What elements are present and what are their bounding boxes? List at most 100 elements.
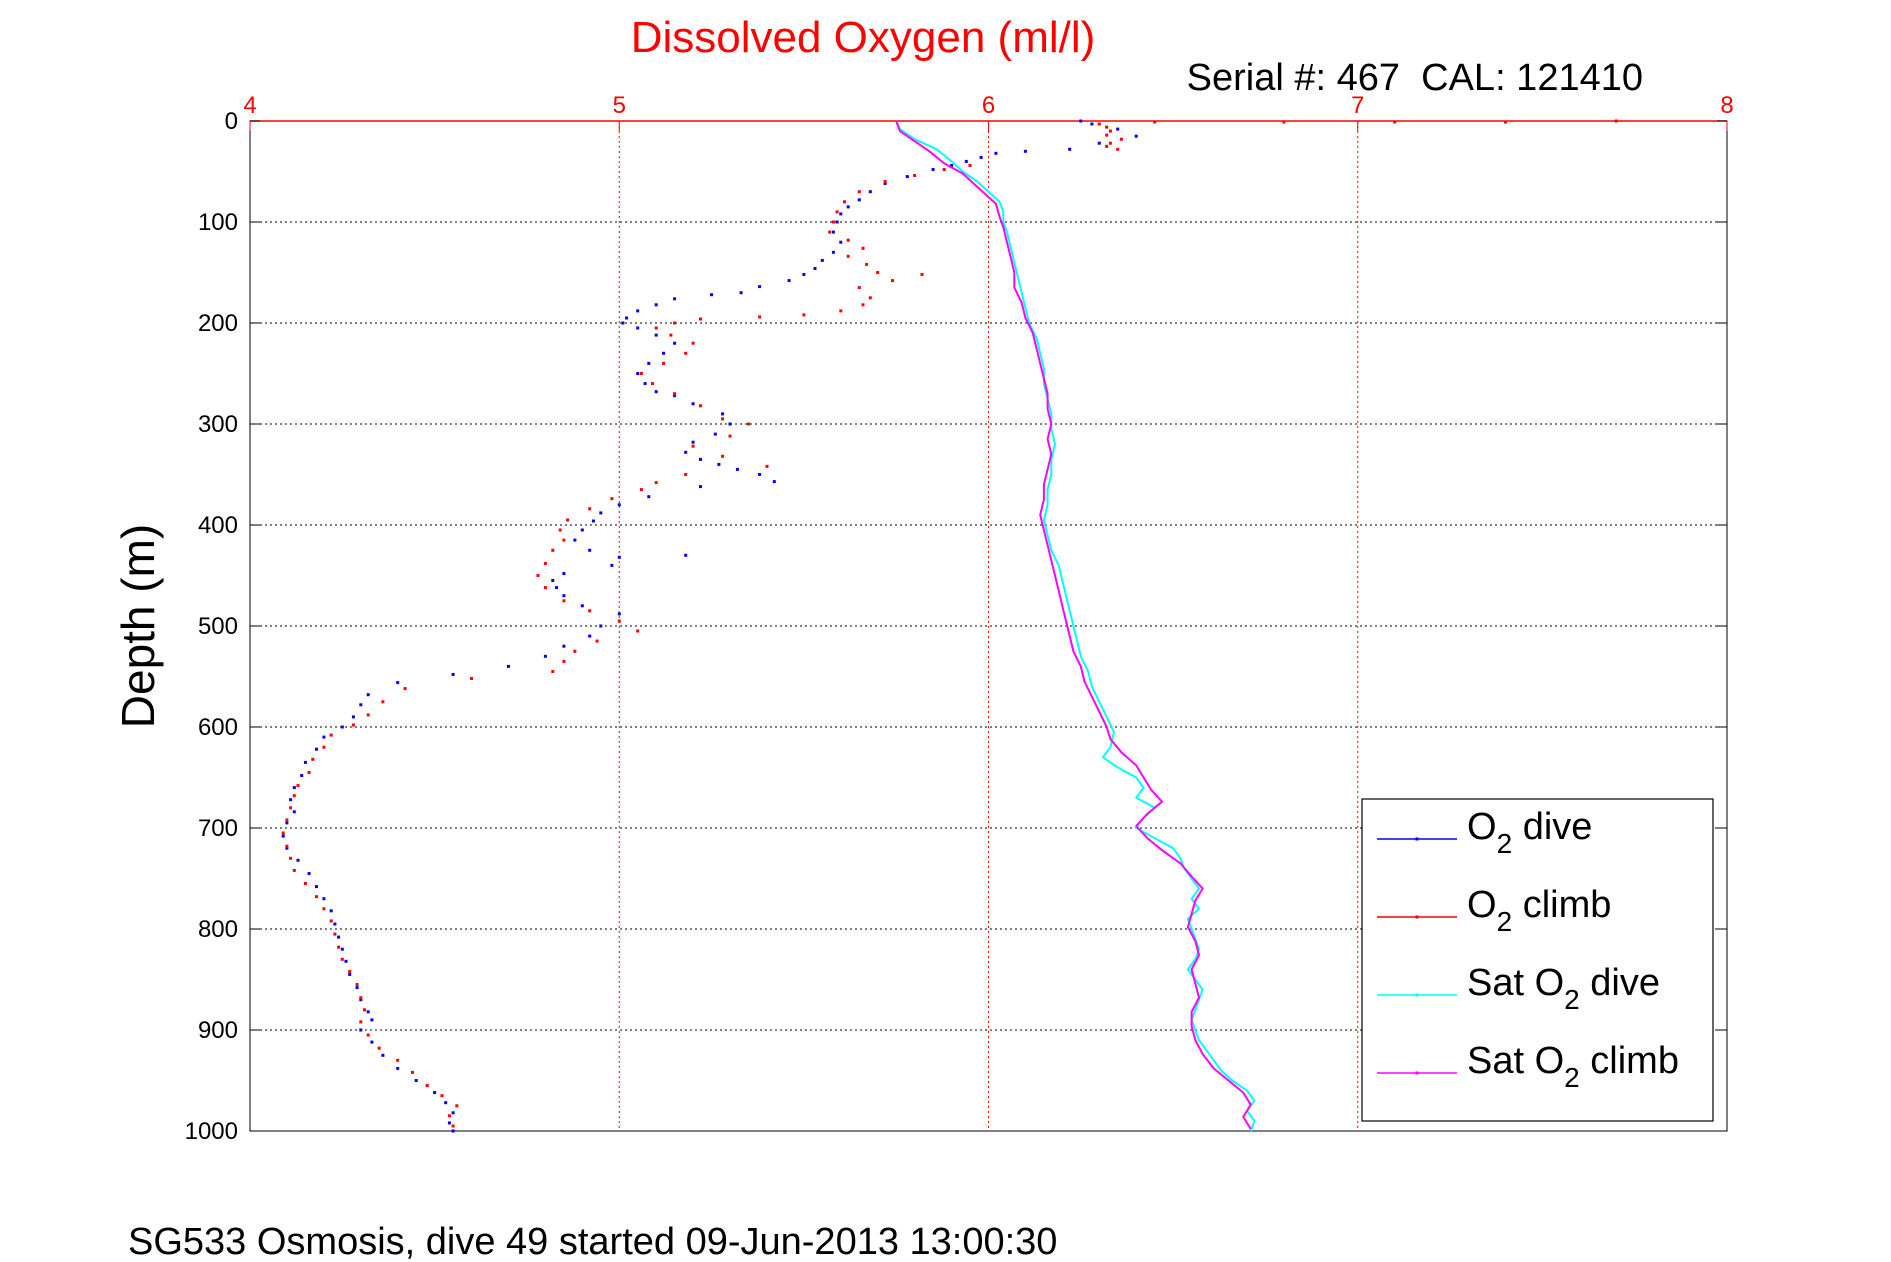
x-tick-label: 6 (982, 92, 995, 119)
data-point-o2_climb (1108, 141, 1112, 145)
data-point-o2_climb (292, 868, 296, 872)
data-point-o2_dive (359, 998, 363, 1002)
data-point-o2_climb (1119, 137, 1123, 141)
data-point-o2_climb (363, 1008, 366, 1012)
data-point-o2_climb (366, 1033, 370, 1037)
data-point-o2_dive (610, 563, 614, 567)
data-point-o2_climb (846, 254, 850, 258)
data-point-o2_climb (588, 507, 592, 511)
data-point-o2_dive (562, 594, 566, 598)
data-point-o2_dive (451, 673, 455, 676)
data-point-o2_dive (728, 422, 732, 426)
data-point-o2_dive (344, 959, 348, 963)
data-point-o2_climb (315, 895, 318, 899)
data-point-o2_climb (639, 372, 643, 375)
data-point-o2_dive (599, 624, 603, 628)
data-point-o2_climb (329, 733, 333, 737)
data-point-o2_climb (558, 528, 562, 532)
data-point-o2_dive (654, 390, 658, 394)
data-point-o2_climb (329, 919, 333, 923)
y-tick-label: 700 (198, 815, 238, 842)
data-point-o2_dive (433, 1091, 437, 1095)
data-point-o2_dive (617, 555, 621, 559)
data-point-o2_dive (950, 163, 954, 167)
data-point-o2_climb (669, 333, 673, 337)
data-point-o2_climb (857, 190, 861, 194)
data-point-o2_dive (355, 986, 359, 990)
data-point-o2_climb (913, 174, 917, 177)
y-tick-label: 100 (198, 209, 238, 236)
data-point-o2_dive (684, 450, 688, 454)
data-point-o2_dive (296, 858, 300, 862)
data-point-o2_climb (303, 882, 307, 885)
legend-item-sat_climb: Sat O2 climb (1377, 1040, 1679, 1093)
data-point-o2_climb (543, 586, 547, 590)
data-point-o2_dive (351, 715, 355, 719)
data-point-o2_dive (551, 579, 555, 582)
data-point-o2_dive (300, 774, 304, 777)
data-point-o2_dive (337, 935, 341, 939)
data-point-o2_dive (617, 503, 621, 507)
data-point-o2_climb (699, 317, 702, 321)
data-point-o2_climb (551, 670, 555, 673)
data-point-o2_climb (802, 313, 806, 317)
y-axis-label: Depth (m) (112, 524, 164, 728)
data-point-o2_climb (289, 806, 293, 810)
data-point-o2_climb (307, 771, 311, 774)
data-point-o2_dive (673, 394, 677, 398)
data-point-o2_climb (403, 687, 407, 691)
data-point-o2_dive (673, 341, 677, 345)
legend-box (1361, 798, 1714, 1122)
data-point-o2_climb (920, 273, 924, 276)
series-line-sat_dive (895, 120, 1256, 1132)
data-point-o2_climb (470, 677, 473, 680)
data-point-o2_dive (370, 1040, 374, 1044)
data-point-o2_dive (396, 681, 400, 685)
legend-swatch-marker (1415, 837, 1419, 841)
data-point-o2_dive (580, 604, 584, 608)
data-point-o2_dive (315, 885, 318, 889)
data-point-o2_dive (617, 612, 621, 616)
data-point-o2_climb (846, 238, 850, 242)
y-tick-label: 500 (198, 613, 238, 640)
data-point-o2_climb (636, 629, 640, 633)
data-point-o2_dive (591, 519, 595, 523)
data-point-o2_climb (721, 454, 725, 458)
data-point-o2_dive (964, 159, 968, 163)
data-point-o2_climb (285, 818, 289, 822)
data-point-o2_dive (333, 922, 337, 926)
data-point-o2_climb (942, 168, 946, 171)
data-point-o2_dive (307, 872, 311, 875)
data-point-o2_climb (551, 548, 555, 552)
data-point-o2_climb (1105, 144, 1109, 148)
data-point-o2_dive (562, 644, 566, 648)
data-point-o2_dive (322, 897, 326, 901)
data-point-o2_dive (555, 586, 558, 590)
grid-lines (250, 121, 1727, 1131)
y-tick-label: 900 (198, 1017, 238, 1044)
data-point-o2_dive (820, 258, 824, 262)
data-point-o2_dive (839, 212, 843, 216)
data-point-o2_climb (654, 326, 658, 330)
data-point-o2_dive (654, 333, 658, 337)
x-tick-label: 5 (613, 92, 626, 119)
y-axis-ticks: 0 100 200 300 400 500 600 700 800 900 1000 (185, 108, 1727, 1145)
x-tick-label: 4 (243, 92, 256, 119)
series-layer (281, 119, 1618, 1133)
data-point-o2_climb (1116, 147, 1120, 151)
data-point-o2_climb (337, 945, 341, 949)
y-tick-label: 1000 (185, 1118, 238, 1145)
y-tick-label: 600 (198, 714, 238, 741)
data-point-o2_dive (1090, 122, 1094, 126)
data-point-o2_dive (381, 1053, 385, 1057)
data-point-o2_climb (1097, 122, 1101, 126)
data-point-o2_climb (1153, 120, 1157, 124)
data-point-o2_climb (455, 1104, 459, 1108)
data-point-o2_dive (315, 747, 318, 751)
data-point-o2_climb (440, 1094, 444, 1098)
chart-subtitle: Serial #: 467 CAL: 121410 (1187, 57, 1643, 99)
data-point-o2_climb (289, 856, 293, 860)
legend-label: O2 climb (1467, 884, 1611, 937)
data-point-o2_dive (699, 485, 702, 489)
data-point-o2_dive (673, 297, 677, 301)
